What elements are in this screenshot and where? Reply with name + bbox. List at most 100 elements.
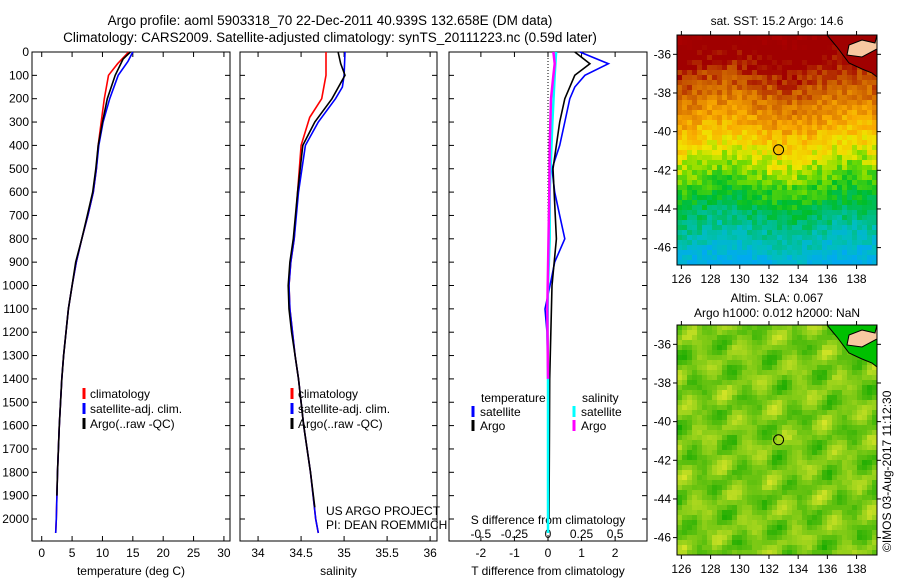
sst-cell xyxy=(842,170,847,175)
sst-cell xyxy=(862,165,867,170)
sst-cell xyxy=(712,80,717,85)
sla-cell xyxy=(677,415,682,420)
sst-cell xyxy=(867,95,872,100)
sla-cell xyxy=(677,350,682,355)
sst-cell xyxy=(817,125,822,130)
sla-cell xyxy=(722,405,727,410)
sla-cell xyxy=(767,520,772,525)
sst-cell xyxy=(727,210,732,215)
sla-cell xyxy=(792,485,797,490)
sla-cell xyxy=(687,425,692,430)
sst-cell xyxy=(707,50,712,55)
sst-cell xyxy=(692,35,697,40)
sst-cell xyxy=(792,145,797,150)
sst-cell xyxy=(777,215,782,220)
sla-cell xyxy=(787,400,792,405)
sla-cell xyxy=(782,495,787,500)
sst-cell xyxy=(827,230,832,235)
sla-cell xyxy=(767,545,772,550)
sst-cell xyxy=(822,90,827,95)
sst-cell xyxy=(782,120,787,125)
sla-cell xyxy=(822,380,827,385)
sla-cell xyxy=(857,490,862,495)
sst-cell xyxy=(842,80,847,85)
sst-cell xyxy=(727,160,732,165)
sla-cell xyxy=(722,530,727,535)
sla-cell xyxy=(837,415,842,420)
sst-cell xyxy=(762,65,767,70)
sla-cell xyxy=(702,430,707,435)
sla-cell xyxy=(677,470,682,475)
sla-cell xyxy=(692,440,697,445)
sst-cell xyxy=(707,60,712,65)
sst-cell xyxy=(827,190,832,195)
sst-cell xyxy=(712,40,717,45)
sst-cell xyxy=(762,155,767,160)
sst-cell xyxy=(737,140,742,145)
sst-cell xyxy=(797,120,802,125)
sst-cell xyxy=(697,35,702,40)
sla-cell xyxy=(862,425,867,430)
temperature-panel: 0100200300400500600700800900100011001200… xyxy=(2,45,231,578)
sst-cell xyxy=(777,55,782,60)
sla-cell xyxy=(752,515,757,520)
sst-cell xyxy=(827,215,832,220)
sst-cell xyxy=(812,170,817,175)
sst-cell xyxy=(732,155,737,160)
sla-cell xyxy=(812,465,817,470)
sst-cell xyxy=(742,225,747,230)
sla-cell xyxy=(682,400,687,405)
sst-cell xyxy=(802,165,807,170)
sst-cell xyxy=(677,140,682,145)
sla-cell xyxy=(737,400,742,405)
sla-cell xyxy=(777,440,782,445)
sla-cell xyxy=(752,490,757,495)
sla-cell xyxy=(727,520,732,525)
sst-cell xyxy=(802,55,807,60)
sla-cell xyxy=(822,445,827,450)
sst-cell xyxy=(747,45,752,50)
sst-cell xyxy=(862,215,867,220)
sst-cell xyxy=(872,200,877,205)
sla-cell xyxy=(752,460,757,465)
sla-cell xyxy=(832,345,837,350)
sst-cell xyxy=(807,170,812,175)
sst-cell xyxy=(772,130,777,135)
sla-cell xyxy=(807,485,812,490)
sla-cell xyxy=(677,530,682,535)
sla-cell xyxy=(722,330,727,335)
sst-cell xyxy=(767,150,772,155)
sst-cell xyxy=(722,250,727,255)
sst-cell xyxy=(807,205,812,210)
sla-cell xyxy=(787,485,792,490)
sst-cell xyxy=(857,210,862,215)
sla-cell xyxy=(697,460,702,465)
sla-cell xyxy=(787,365,792,370)
sst-cell xyxy=(782,130,787,135)
sst-cell xyxy=(732,220,737,225)
sst-cell xyxy=(872,170,877,175)
sst-cell xyxy=(732,190,737,195)
sla-cell xyxy=(757,495,762,500)
sst-cell xyxy=(822,250,827,255)
sst-cell xyxy=(742,240,747,245)
sst-cell xyxy=(727,35,732,40)
sla-cell xyxy=(762,480,767,485)
sla-cell xyxy=(757,490,762,495)
sst-cell xyxy=(687,75,692,80)
sla-cell xyxy=(807,450,812,455)
sla-cell xyxy=(692,510,697,515)
sst-cell xyxy=(677,170,682,175)
sla-cell xyxy=(687,475,692,480)
sla-cell xyxy=(707,540,712,545)
sst-cell xyxy=(717,185,722,190)
sla-cell xyxy=(777,540,782,545)
sla-cell xyxy=(697,455,702,460)
sla-cell xyxy=(817,550,822,555)
sla-cell xyxy=(742,340,747,345)
sst-cell xyxy=(712,65,717,70)
sla-cell xyxy=(862,525,867,530)
sst-cell xyxy=(797,60,802,65)
sla-cell xyxy=(687,460,692,465)
sst-cell xyxy=(692,90,697,95)
